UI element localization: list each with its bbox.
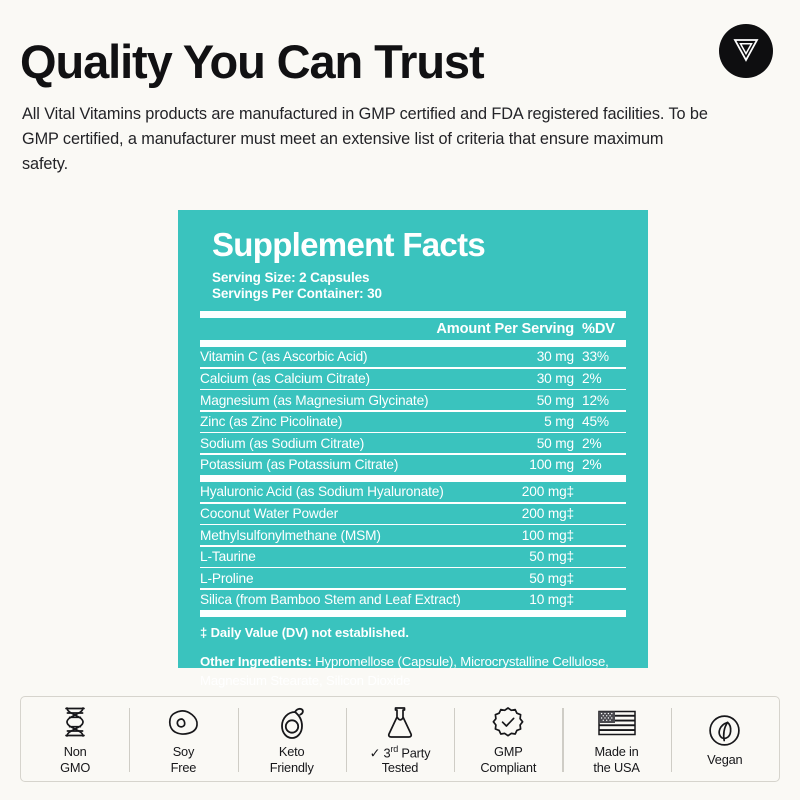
nutrient-dv: 33% [582,349,609,365]
row-divider [200,588,626,590]
avocado-icon [277,705,307,741]
nutrient-amount: 200 mg‡ [521,506,574,521]
nutrient-name: Silica (from Bamboo Stem and Leaf Extrac… [200,592,461,608]
nutrient-amount: 30 mg [536,349,574,365]
nutrient-dv: 2% [582,457,602,473]
daily-value-footnote: ‡ Daily Value (DV) not established. [200,624,409,640]
nutrient-name: Potassium (as Potassium Citrate) [200,457,399,473]
nutrient-name: Calcium (as Calcium Citrate) [200,371,370,387]
table-header-row: Amount Per Serving %DV [200,318,626,340]
header-section: Quality You Can Trust All Vital Vitamins… [0,0,800,177]
nutrient-row: Silica (from Bamboo Stem and Leaf Extrac… [200,590,626,610]
nutrient-row: Methylsulfonylmethane (MSM) 100 mg‡ [200,525,626,545]
row-divider [200,410,626,412]
nutrient-row: Hyaluronic Acid (as Sodium Hyaluronate) 2… [200,482,626,502]
badge-label: Soy Free [170,744,197,775]
serving-size-line: Serving Size: 2 Capsules [212,270,370,285]
badge-item-soybean[interactable]: Soy Free [129,697,237,781]
nutrient-group-one: Vitamin C (as Ascorbic Acid) 30 mg 33% Calc… [200,347,626,475]
usa-flag-icon [597,705,636,741]
nutrient-row: L-Proline 50 mg‡ [200,568,626,588]
table-bottom-divider [200,609,626,617]
nutrient-group-two: Hyaluronic Acid (as Sodium Hyaluronate) 2… [200,482,626,610]
page-title: Quality You Can Trust [20,35,485,88]
supplement-facts-panel: Supplement Facts Serving Size: 2 Capsule… [178,210,648,688]
nutrient-row: Magnesium (as Magnesium Glycinate) 50 mg 1… [200,390,626,410]
nutrient-row: Zinc (as Zinc Picolinate) 5 mg 45% [200,412,626,432]
badge-item-usa-flag[interactable]: Made in the USA [562,697,670,781]
badge-item-dna-helix[interactable]: Non GMO [21,697,129,781]
other-ingredients-block: Other Ingredients: Hypromellose (Capsule… [200,653,626,690]
nutrient-name: Zinc (as Zinc Picolinate) [200,414,343,430]
certified-seal-icon [491,705,525,741]
nutrient-name: Methylsulfonylmethane (MSM) [200,527,381,543]
nutrient-amount: 50 mg [536,392,574,408]
badge-label: Non GMO [60,744,91,775]
soybean-icon [166,705,200,741]
supplement-facts-title: Supplement Facts [212,226,486,263]
other-ingredients-value: Hypromellose (Capsule), Microcrystalline… [200,653,609,688]
row-divider [200,388,626,391]
nutrient-name: Vitamin C (as Ascorbic Acid) [200,349,368,365]
badge-label: ✓ 3rd Party Tested [369,743,431,776]
nutrient-row: Calcium (as Calcium Citrate) 30 mg 2% [200,369,626,389]
nutrient-name: Coconut Water Powder [200,506,338,521]
flask-icon [386,705,414,741]
row-divider [200,453,626,455]
badge-label: GMP Compliant [480,744,537,775]
nutrient-name: Sodium (as Sodium Citrate) [200,435,365,451]
row-divider [200,566,626,569]
nutrient-row: Potassium (as Potassium Citrate) 100 mg 2% [200,455,626,475]
nutrient-dv: 12% [582,392,609,408]
nutrient-name: L-Taurine [200,549,256,565]
triangle-logo-icon [731,34,761,69]
nutrient-row: Coconut Water Powder 200 mg‡ [200,504,626,524]
row-divider [200,431,626,434]
other-ingredients-label: Other Ingredients: [200,653,312,669]
nutrient-name: Magnesium (as Magnesium Glycinate) [200,392,429,408]
nutrient-name: L-Proline [200,570,254,586]
badge-item-avocado[interactable]: Keto Friendly [237,697,346,781]
badge-item-flask[interactable]: ✓ 3rd Party Tested [345,697,454,781]
nutrient-dv: 2% [582,435,602,451]
nutrient-amount: 10 mg‡ [529,592,574,608]
badge-label: Keto Friendly [269,744,314,775]
nutrient-amount: 50 mg‡ [529,549,574,565]
nutrient-amount: 30 mg [536,371,574,387]
badge-item-leaf-circle[interactable]: Vegan [670,697,779,781]
nutrient-amount: 50 mg‡ [529,570,574,586]
nutrient-amount: 50 mg [536,435,574,451]
row-divider [200,545,626,547]
nutrient-amount: 100 mg‡ [521,527,574,543]
table-top-divider [200,310,626,318]
nutrient-row: L-Taurine 50 mg‡ [200,547,626,567]
certification-badge-bar: Non GMO Soy Free Keto Friendly ✓ 3rd Par… [20,696,780,782]
nutrient-dv: 45% [582,414,609,430]
nutrient-dv: 2% [582,371,602,387]
nutrient-row: Sodium (as Sodium Citrate) 50 mg 2% [200,433,626,453]
row-divider [200,501,626,504]
dna-helix-icon [60,705,90,741]
amount-per-serving-header: Amount Per Serving [436,320,574,337]
leaf-circle-icon [708,713,741,749]
dv-header: %DV [582,320,615,337]
nutrient-amount: 5 mg [544,414,574,430]
row-divider [200,523,626,526]
table-header-divider [200,339,626,347]
nutrient-name: Hyaluronic Acid (as Sodium Hyaluronate) [200,484,444,500]
servings-per-container-line: Servings Per Container: 30 [212,286,382,302]
intro-paragraph: All Vital Vitamins products are manufact… [22,105,708,173]
brand-logo [719,24,773,78]
nutrient-row: Vitamin C (as Ascorbic Acid) 30 mg 33% [200,347,626,367]
nutrient-amount: 200 mg‡ [521,484,574,500]
badge-item-certified-seal[interactable]: GMP Compliant [454,697,562,781]
group-separator-divider [200,474,626,482]
row-divider [200,366,626,369]
nutrient-amount: 100 mg [529,457,574,473]
badge-label: Made in the USA [593,744,640,775]
badge-label: Vegan [707,751,743,767]
